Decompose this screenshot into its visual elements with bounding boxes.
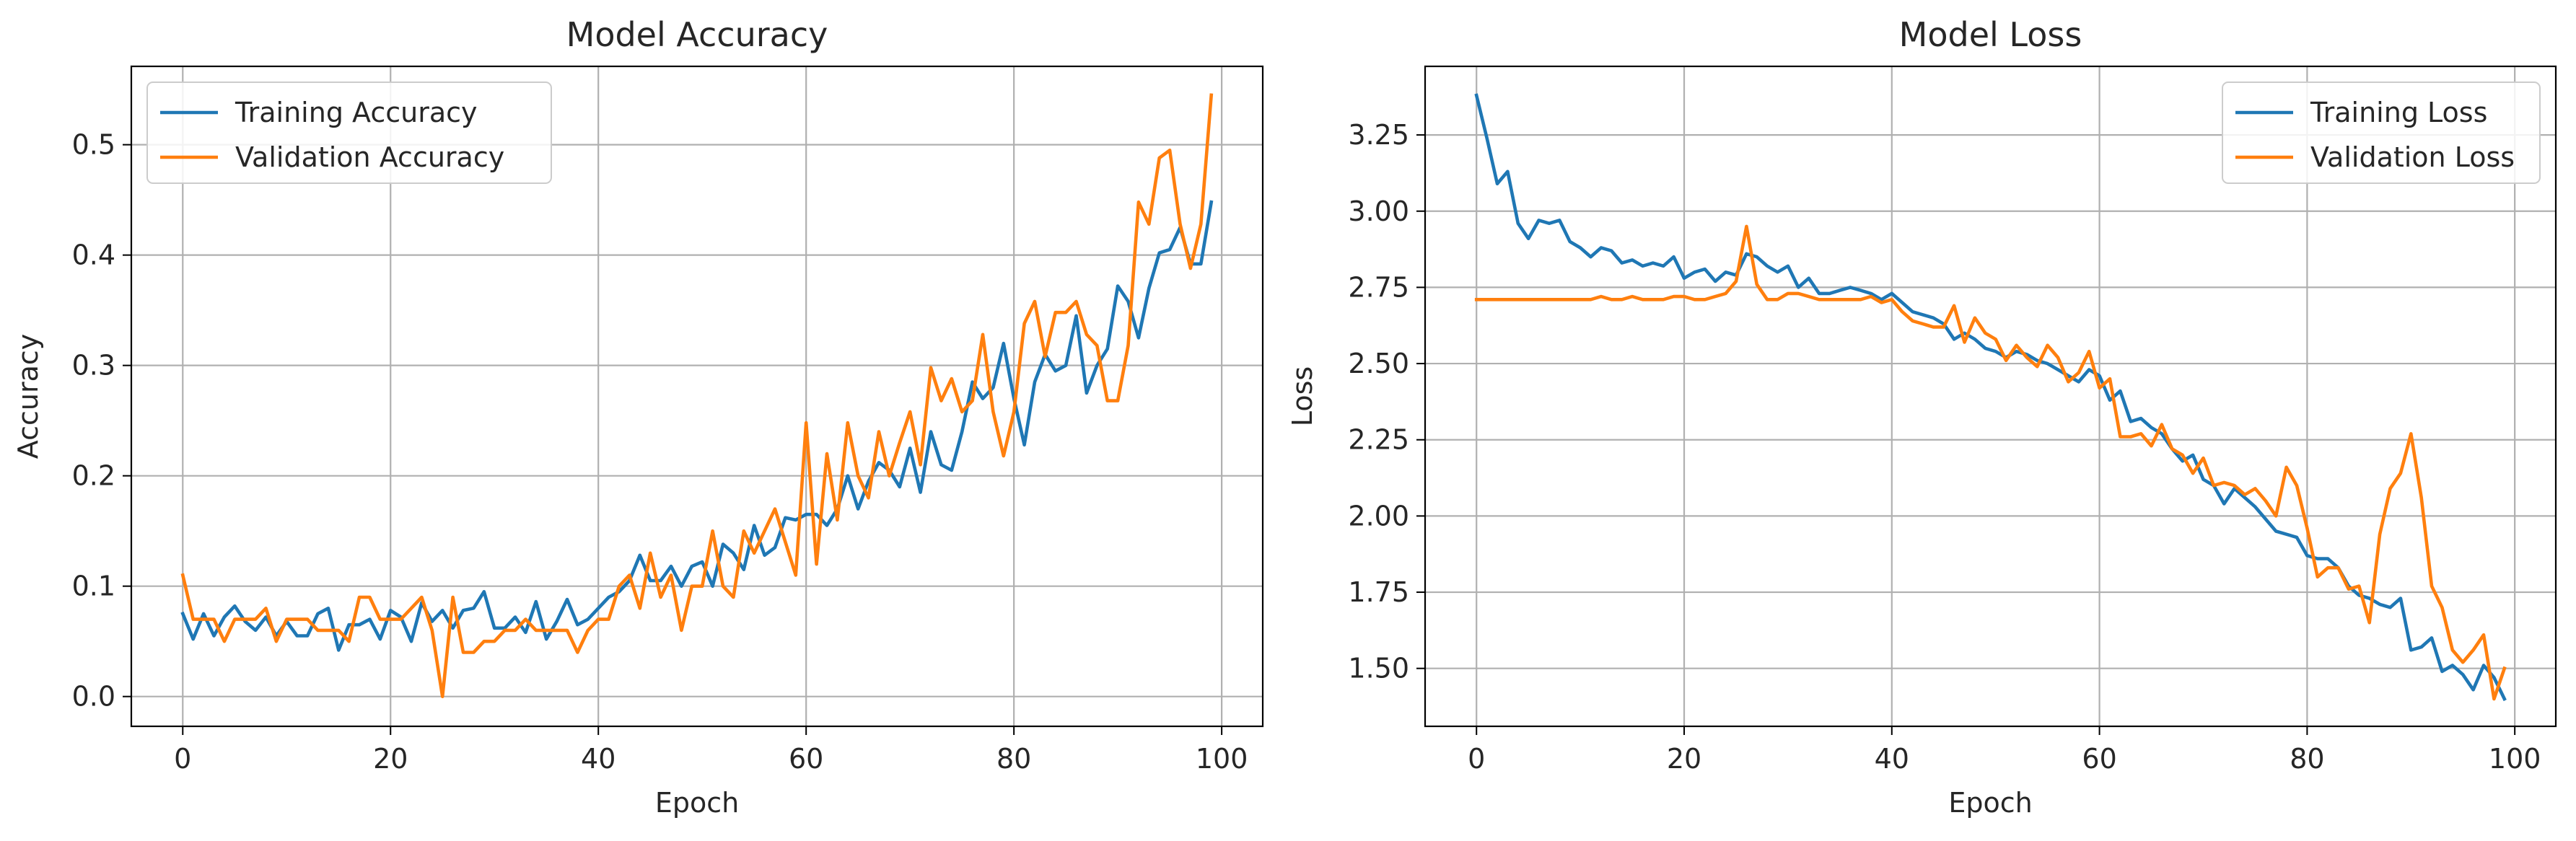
x-tick-label: 100: [2489, 743, 2541, 775]
y-tick-label: 3.00: [1348, 195, 1409, 227]
plot-frame: [130, 65, 1264, 728]
y-tick-label: 0.5: [72, 129, 115, 161]
legend-label-2: Validation Loss: [2310, 141, 2515, 173]
y-tick-label: 2.75: [1348, 271, 1409, 303]
legend-box: [2222, 82, 2541, 184]
y-tick-label: 1.50: [1348, 653, 1409, 684]
y-tick-label: 0.2: [72, 460, 115, 492]
x-axis-label: Epoch: [1948, 787, 2032, 819]
y-tick-label: 3.25: [1348, 119, 1409, 151]
loss-chart: 0 20 40 60 80 100 1.50 1.75 2.00 2.25 2.50 2.75 3.00…: [1287, 15, 2557, 819]
legend: Training Accuracy Validation Accuracy: [146, 82, 552, 184]
x-tick-label: 0: [1468, 743, 1485, 775]
x-tick-label: 100: [1196, 743, 1248, 775]
series-line-2: [1474, 224, 2507, 701]
y-axis-label: Accuracy: [12, 334, 44, 459]
legend-label-1: Training Accuracy: [235, 97, 478, 128]
x-tick-label: 60: [2082, 743, 2116, 775]
legend: Training Loss Validation Loss: [2222, 82, 2541, 184]
x-tick-label: 20: [373, 743, 408, 775]
legend-label-1: Training Loss: [2310, 97, 2487, 128]
x-tick-label: 80: [2290, 743, 2324, 775]
y-tick-label: 0.3: [72, 350, 115, 382]
y-tick-label: 0.0: [72, 681, 115, 713]
x-axis-label: Epoch: [655, 787, 739, 819]
x-tick-label: 80: [996, 743, 1031, 775]
chart-title: Model Loss: [1899, 15, 2082, 54]
chart-title: Model Accuracy: [566, 15, 828, 54]
legend-label-2: Validation Accuracy: [235, 141, 504, 173]
y-tick-label: 2.50: [1348, 348, 1409, 379]
x-tick-label: 0: [174, 743, 191, 775]
x-tick-label: 20: [1667, 743, 1701, 775]
y-axis-label: Loss: [1287, 366, 1318, 426]
y-tick-label: 1.75: [1348, 576, 1409, 608]
y-tick-label: 0.1: [72, 571, 115, 602]
series-line-2: [180, 93, 1214, 699]
y-tick-label: 2.25: [1348, 424, 1409, 456]
series-line-1: [1474, 93, 2507, 702]
y-tick-label: 0.4: [72, 239, 115, 271]
accuracy-chart: 0 20 40 60 80 100 0.0 0.1 0.2 0.3 0.4 0.5 Model Accu…: [12, 15, 1264, 819]
x-tick-label: 40: [1875, 743, 1909, 775]
x-tick-label: 60: [789, 743, 823, 775]
plot-frame: [1424, 65, 2557, 728]
y-tick-label: 2.00: [1348, 500, 1409, 532]
legend-box: [146, 82, 552, 184]
x-tick-label: 40: [581, 743, 615, 775]
